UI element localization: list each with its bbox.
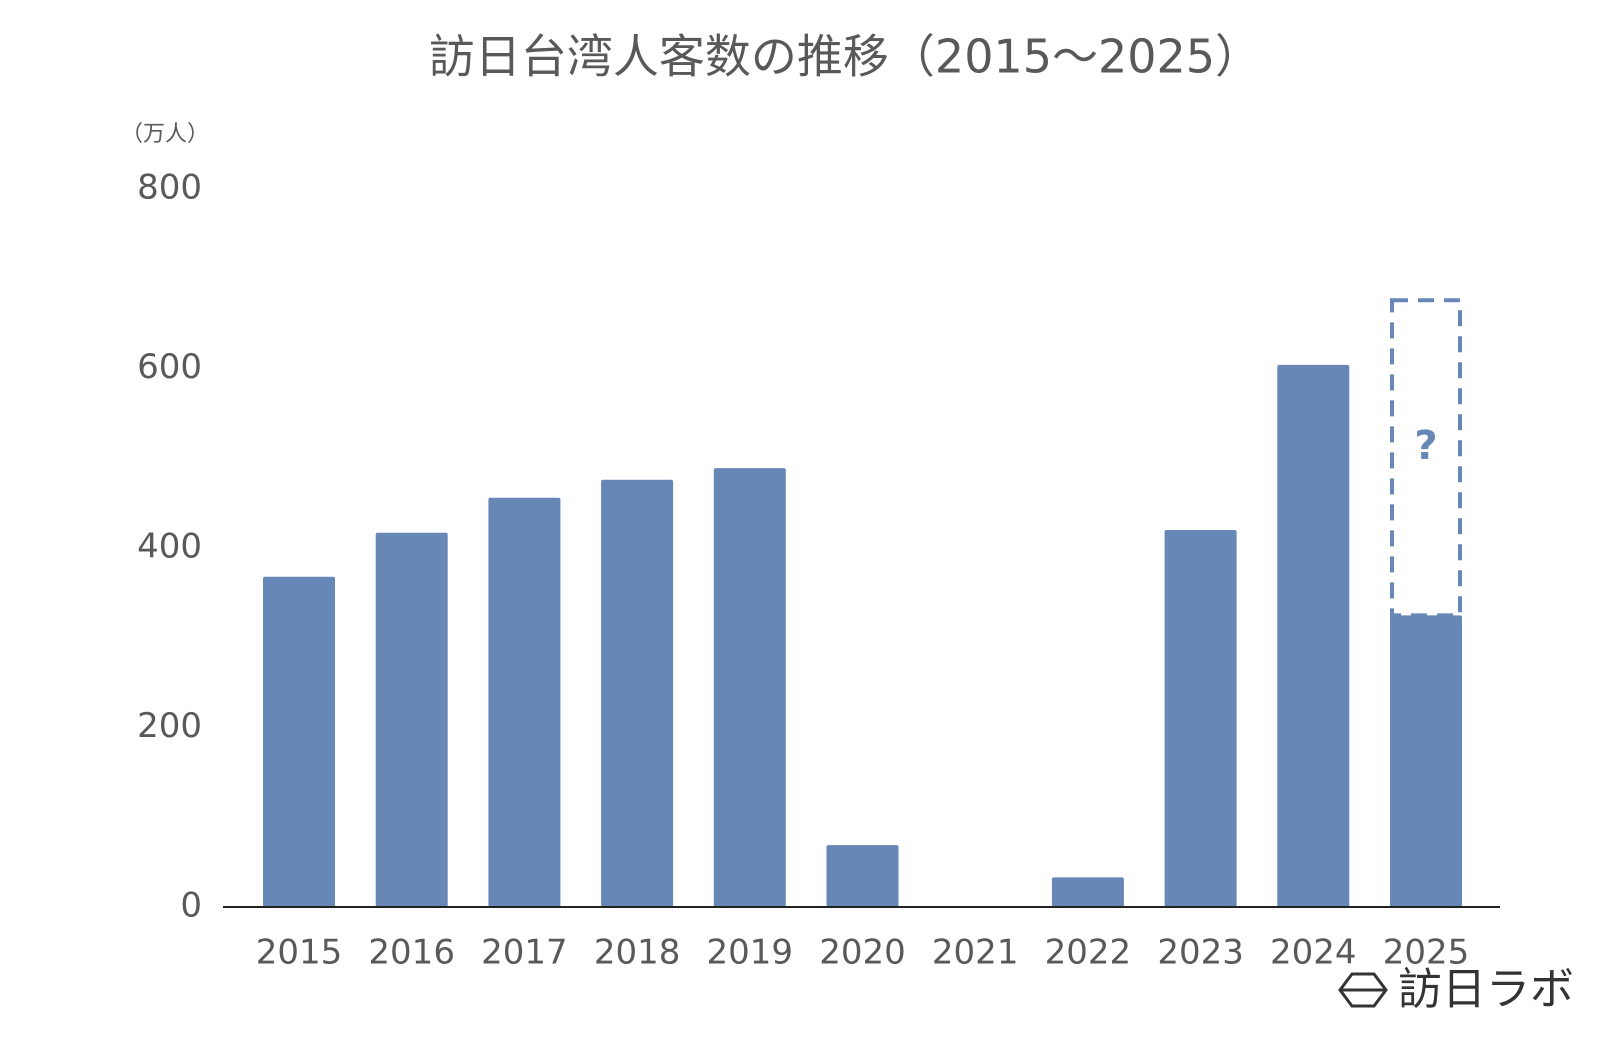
bar: [1164, 530, 1237, 907]
y-unit: （万人）: [121, 122, 209, 147]
y-tick-label: 800: [137, 168, 202, 208]
brand-logo: [1338, 972, 1388, 1008]
bar: [826, 845, 899, 907]
projection-box: [1390, 298, 1462, 618]
y-tick-label: 400: [137, 527, 202, 567]
x-tick-label: 2016: [368, 933, 455, 973]
brand-name: 訪日ラボ: [1398, 964, 1574, 1015]
bar: [1277, 364, 1350, 907]
bar: [713, 468, 786, 907]
y-tick-label: 0: [180, 886, 202, 926]
x-tick-label: 2021: [932, 933, 1019, 973]
x-tick-label: 2017: [481, 933, 568, 973]
bar: [488, 497, 561, 907]
annotation-text: ?: [1414, 423, 1437, 469]
x-tick-label: 2024: [1270, 933, 1357, 973]
y-tick-label: 200: [137, 706, 202, 746]
x-tick-label: 2019: [707, 933, 794, 973]
y-tick-label: 600: [137, 347, 202, 387]
bar: [601, 479, 674, 907]
x-tick-label: 2015: [256, 933, 343, 973]
x-tick-label: 2025: [1383, 933, 1470, 973]
bar: [263, 576, 335, 907]
x-tick-label: 2023: [1157, 933, 1244, 973]
x-tick-label: 2018: [594, 933, 681, 973]
bar: [375, 532, 448, 907]
chart-title: 訪日台湾人客数の推移（2015～2025）: [429, 30, 1261, 84]
x-tick-label: 2022: [1045, 933, 1132, 973]
x-tick-label: 2020: [819, 933, 906, 973]
bar: [1390, 615, 1462, 907]
bar: [1051, 877, 1124, 907]
